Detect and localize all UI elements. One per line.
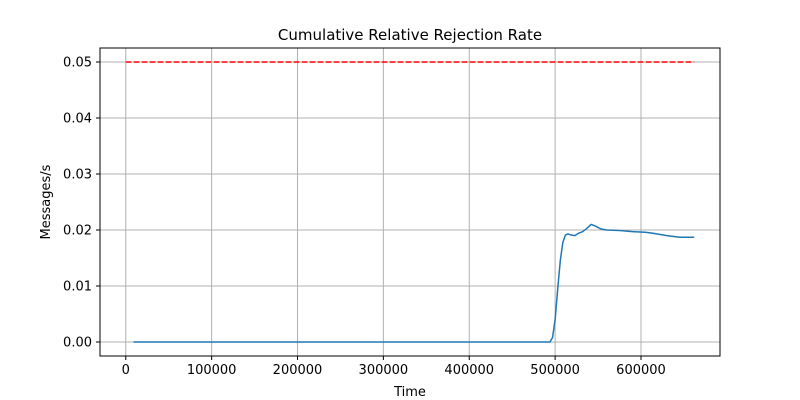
y-tick-label: 0.03 (63, 168, 92, 183)
x-tick-label: 0 (122, 363, 130, 378)
plot-frame (99, 47, 721, 357)
y-tick-label: 0.00 (63, 336, 92, 351)
series-group (125, 61, 695, 343)
y-tick-label: 0.01 (63, 280, 92, 295)
x-tick-label: 400000 (444, 363, 494, 378)
y-axis-label: Messages/s (39, 164, 54, 239)
y-tick-label: 0.04 (63, 112, 92, 127)
x-tick-label: 200000 (273, 363, 323, 378)
x-tick-label: 600000 (616, 363, 666, 378)
ticks: 0 100000 200000 300000 400000 500000 600000 0.0… (63, 56, 666, 379)
grid (100, 48, 720, 356)
x-tick-label: 500000 (530, 363, 580, 378)
y-tick-label: 0.05 (63, 56, 92, 71)
x-tick-label: 100000 (187, 363, 237, 378)
series-line-1 (133, 223, 695, 343)
x-tick-label: 300000 (359, 363, 409, 378)
chart-title: Cumulative Relative Rejection Rate (278, 26, 542, 44)
x-axis-label: Time (393, 385, 426, 400)
y-tick-label: 0.02 (63, 224, 92, 239)
